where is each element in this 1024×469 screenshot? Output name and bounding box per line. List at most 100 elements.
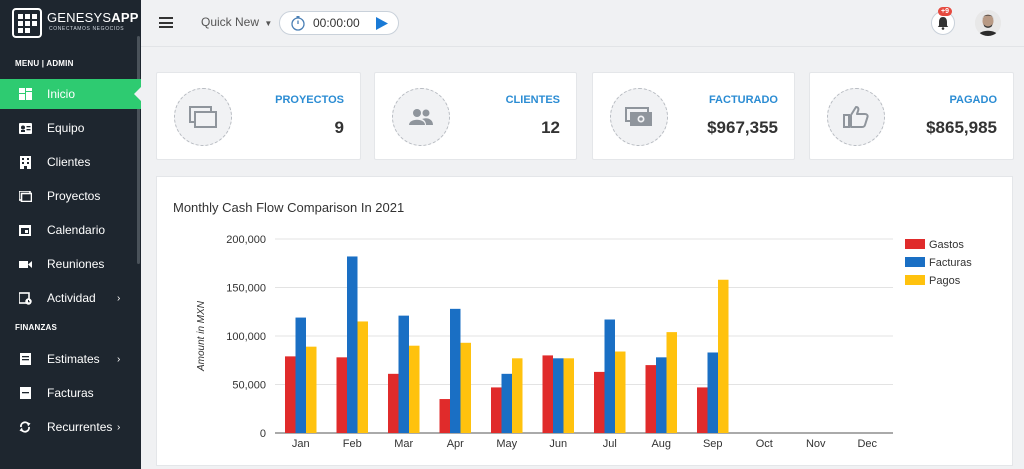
sidebar-item-label: Proyectos bbox=[47, 189, 101, 203]
stat-value: $967,355 bbox=[707, 118, 778, 137]
calendar-icon bbox=[18, 223, 32, 237]
y-axis-label: Amount in MXN bbox=[196, 300, 207, 372]
sidebar-item-proyectos[interactable]: Proyectos bbox=[0, 181, 141, 211]
timer-display: 00:00:00 bbox=[313, 16, 360, 30]
cash-flow-chart: 0 50,000 100,000 150,000 200,000 Amount in MX… bbox=[196, 234, 972, 450]
stat-label: PROYECTOS bbox=[275, 94, 344, 106]
x-tick-label: Jul bbox=[603, 438, 617, 450]
x-tick-label: Nov bbox=[806, 438, 826, 450]
bar-pagos bbox=[460, 342, 471, 433]
quick-new-dropdown[interactable]: Quick New ▼ bbox=[201, 15, 272, 29]
users-icon bbox=[392, 88, 450, 146]
thumbs-up-icon bbox=[827, 88, 885, 146]
sidebar-item-estimates[interactable]: Estimates › bbox=[0, 344, 141, 374]
y-tick-label: 150,000 bbox=[226, 283, 266, 295]
sidebar-item-calendario[interactable]: Calendario bbox=[0, 215, 141, 245]
sidebar-item-label: Calendario bbox=[47, 223, 106, 237]
stat-label: PAGADO bbox=[949, 94, 997, 106]
id-card-icon bbox=[18, 121, 32, 135]
stopwatch-icon bbox=[291, 16, 305, 31]
sidebar-item-label: Recurrentes bbox=[47, 420, 113, 434]
estimate-icon bbox=[18, 352, 32, 366]
stat-card-clientes[interactable]: CLIENTES 12 bbox=[374, 72, 577, 160]
sidebar-item-reuniones[interactable]: Reuniones bbox=[0, 249, 141, 279]
chevron-right-icon: › bbox=[117, 353, 121, 365]
topbar: Quick New ▼ 00:00:00 +9 bbox=[141, 0, 1024, 47]
y-tick-label: 100,000 bbox=[226, 331, 266, 343]
brand-tagline: CONECTAMOS NEGOCIOS bbox=[49, 26, 125, 32]
bar-facturas bbox=[450, 308, 461, 433]
logo-mark-icon bbox=[12, 8, 42, 38]
bell-icon bbox=[937, 17, 949, 30]
bar-facturas bbox=[707, 352, 718, 433]
cash-flow-chart-panel: Monthly Cash Flow Comparison In 2021 0 50… bbox=[156, 176, 1013, 466]
stat-value: $865,985 bbox=[926, 118, 997, 137]
legend-label: Facturas bbox=[929, 257, 972, 269]
sidebar-item-clientes[interactable]: Clientes bbox=[0, 147, 141, 177]
sidebar-item-label: Equipo bbox=[47, 121, 85, 135]
stat-card-proyectos[interactable]: PROYECTOS 9 bbox=[156, 72, 361, 160]
sidebar-item-equipo[interactable]: Equipo bbox=[0, 113, 141, 143]
bar-gastos bbox=[645, 365, 656, 433]
bar-gastos bbox=[697, 387, 708, 433]
sidebar-item-recurrentes[interactable]: Recurrentes › bbox=[0, 412, 141, 442]
user-avatar[interactable] bbox=[975, 10, 1001, 36]
bar-pagos bbox=[563, 358, 574, 433]
play-icon[interactable] bbox=[376, 17, 388, 30]
menu-toggle-icon[interactable] bbox=[159, 17, 173, 28]
x-tick-label: May bbox=[496, 438, 517, 450]
y-tick-label: 50,000 bbox=[232, 380, 266, 392]
section-label-finanzas: FINANZAS bbox=[15, 323, 58, 332]
stat-value: 9 bbox=[334, 118, 344, 137]
chart-title: Monthly Cash Flow Comparison In 2021 bbox=[173, 200, 405, 215]
bar-gastos bbox=[285, 356, 296, 433]
section-label-admin: MENU | ADMIN bbox=[15, 59, 74, 68]
chevron-right-icon: › bbox=[117, 421, 121, 433]
time-tracker[interactable]: 00:00:00 bbox=[279, 11, 399, 35]
bar-pagos bbox=[512, 358, 523, 433]
app-logo[interactable]: GENESYSAPP CONECTAMOS NEGOCIOS bbox=[12, 8, 139, 40]
activity-icon bbox=[18, 291, 32, 305]
brand-name: GENESYSAPP bbox=[47, 10, 139, 25]
sidebar-item-facturas[interactable]: Facturas bbox=[0, 378, 141, 408]
bar-facturas bbox=[604, 319, 615, 433]
bar-facturas bbox=[347, 256, 358, 433]
stat-card-facturado[interactable]: FACTURADO $967,355 bbox=[592, 72, 795, 160]
sidebar-item-actividad[interactable]: Actividad › bbox=[0, 283, 141, 313]
sidebar: GENESYSAPP CONECTAMOS NEGOCIOS MENU | AD… bbox=[0, 0, 141, 469]
bar-gastos bbox=[542, 355, 553, 433]
bar-facturas bbox=[553, 358, 564, 433]
dashboard-icon bbox=[18, 87, 32, 101]
bar-pagos bbox=[306, 346, 317, 433]
bar-pagos bbox=[718, 279, 729, 433]
bar-facturas bbox=[501, 373, 512, 433]
folder-icon bbox=[174, 88, 232, 146]
legend-label: Gastos bbox=[929, 239, 964, 251]
bar-pagos bbox=[666, 332, 677, 433]
x-tick-label: Aug bbox=[651, 438, 671, 450]
x-tick-label: Mar bbox=[394, 438, 413, 450]
stat-value: 12 bbox=[541, 118, 560, 137]
stat-label: CLIENTES bbox=[505, 94, 560, 106]
bar-gastos bbox=[439, 399, 450, 433]
bar-gastos bbox=[388, 373, 399, 433]
folder-icon bbox=[18, 189, 32, 203]
bar-gastos bbox=[491, 387, 502, 433]
bar-facturas bbox=[398, 315, 409, 433]
stat-label: FACTURADO bbox=[708, 94, 778, 106]
invoice-icon bbox=[18, 386, 32, 400]
quick-new-label: Quick New bbox=[201, 15, 260, 29]
x-tick-label: Sep bbox=[703, 438, 723, 450]
sidebar-item-label: Inicio bbox=[47, 87, 76, 101]
bar-facturas bbox=[656, 357, 667, 433]
legend-swatch bbox=[905, 257, 925, 267]
sidebar-item-label: Clientes bbox=[47, 155, 91, 169]
recurring-icon bbox=[18, 420, 32, 434]
x-tick-label: Dec bbox=[857, 438, 877, 450]
x-tick-label: Apr bbox=[447, 438, 464, 450]
stat-card-pagado[interactable]: PAGADO $865,985 bbox=[809, 72, 1014, 160]
bar-pagos bbox=[357, 321, 368, 433]
sidebar-scrollbar[interactable] bbox=[137, 36, 140, 264]
bar-gastos bbox=[594, 371, 605, 433]
sidebar-item-inicio[interactable]: Inicio bbox=[0, 79, 141, 109]
